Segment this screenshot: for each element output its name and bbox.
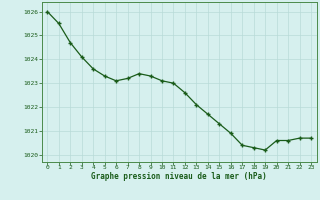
X-axis label: Graphe pression niveau de la mer (hPa): Graphe pression niveau de la mer (hPa) [91,172,267,181]
